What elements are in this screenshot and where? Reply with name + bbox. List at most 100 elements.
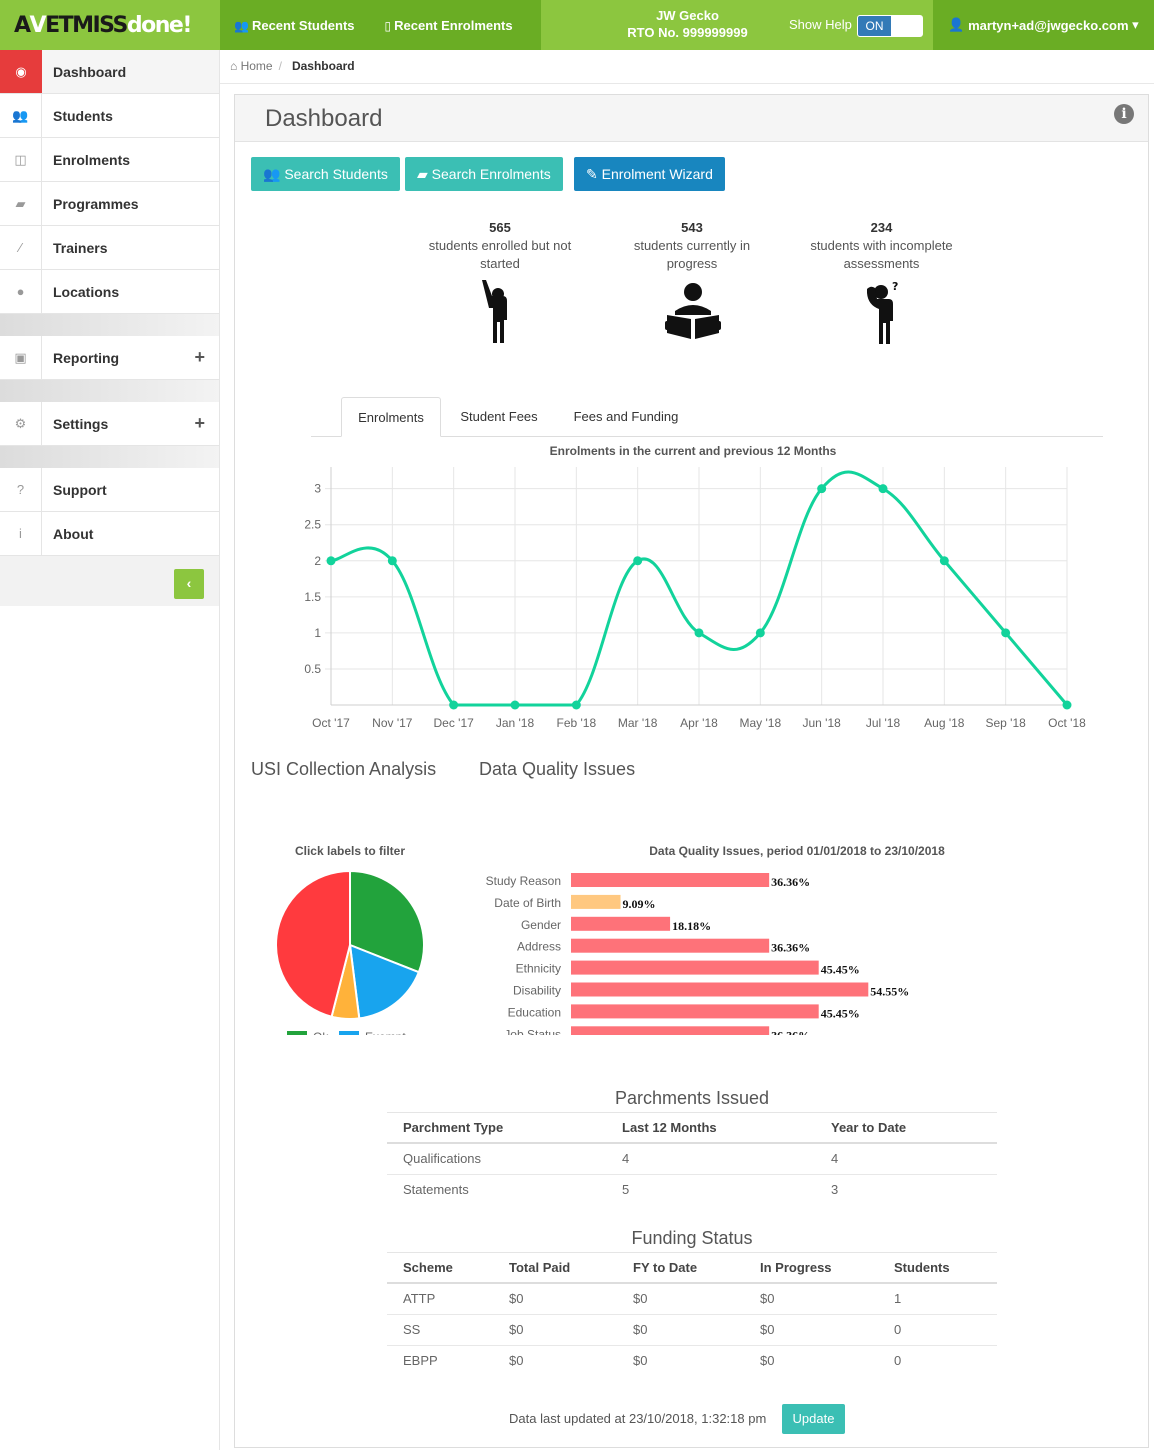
x-tick-label: Apr '18 (680, 716, 718, 730)
breadcrumb-home[interactable]: Home (240, 59, 273, 73)
sidebar-item-dashboard[interactable]: ◉ Dashboard (0, 50, 219, 94)
recent-students-link[interactable]: 👥 Recent Students (234, 17, 355, 33)
funding-table-section: Funding Status Scheme Total Paid FY to D… (387, 1223, 997, 1376)
svg-text:?: ? (892, 280, 898, 293)
sidebar-item-enrolments[interactable]: ◫ Enrolments (0, 138, 219, 182)
table-cell: 5 (606, 1173, 815, 1205)
breadcrumb-current: Dashboard (291, 59, 355, 73)
data-point (817, 484, 827, 494)
column-header: Total Paid (493, 1253, 617, 1284)
sidebar-item-locations[interactable]: ● Locations (0, 270, 219, 314)
sidebar-item-students[interactable]: 👥 Students (0, 94, 219, 138)
table-cell: 0 (878, 1313, 997, 1345)
collapse-sidebar-button[interactable]: ‹ (174, 569, 204, 599)
sidebar-divider (0, 380, 219, 402)
panel-header: Dashboard i (235, 95, 1148, 142)
data-point (1001, 628, 1011, 638)
bar (571, 960, 819, 975)
data-point (510, 700, 520, 710)
tab-enrolments[interactable]: Enrolments (341, 397, 441, 437)
expand-plus-icon[interactable]: + (194, 347, 205, 367)
x-tick-label: Jun '18 (803, 716, 842, 730)
legend-swatch (287, 1031, 307, 1035)
y-tick-label: 3 (314, 482, 321, 496)
info-icon[interactable]: i (1114, 104, 1134, 124)
bar (571, 1026, 770, 1035)
sidebar-divider (0, 446, 219, 468)
table-cell: Qualifications (387, 1142, 606, 1174)
bar-category-label: Disability (513, 984, 561, 998)
pie-title: Click labels to filter (295, 844, 405, 858)
sidebar-item-about[interactable]: i About (0, 512, 219, 556)
y-tick-label: 2.5 (304, 518, 321, 532)
rto-number: RTO No. 999999999 (627, 25, 748, 40)
bar-value-label: 36.36% (771, 875, 810, 889)
table-header-row: Scheme Total Paid FY to Date In Progress… (387, 1253, 997, 1284)
update-button[interactable]: Update (782, 1404, 845, 1434)
legend-label: Ok (313, 1030, 329, 1035)
bar-category-label: Address (517, 940, 561, 954)
gear-icon: ⚙ (0, 402, 42, 445)
table-row: SS $0 $0 $0 0 (387, 1313, 997, 1345)
sidebar-item-support[interactable]: ? Support (0, 468, 219, 512)
enrolment-wizard-button[interactable]: ✎ Enrolment Wizard (574, 157, 725, 191)
book-icon: ▰ (417, 166, 432, 182)
table-row: Statements 5 3 (387, 1173, 997, 1205)
bar-value-label: 45.45% (821, 1006, 860, 1020)
x-tick-label: Aug '18 (924, 716, 965, 730)
person-confused-icon: ? (867, 280, 898, 344)
table-cell: 4 (606, 1142, 815, 1174)
map-marker-icon: ● (0, 270, 42, 313)
enrolments-line-chart: Enrolments in the current and previous 1… (304, 444, 1086, 730)
x-tick-label: Feb '18 (557, 716, 597, 730)
table-cell: 0 (878, 1344, 997, 1376)
recent-enrolments-link[interactable]: ▯ Recent Enrolments (384, 17, 513, 33)
pie-slice (349, 869, 425, 974)
table-cell: $0 (493, 1282, 617, 1314)
expand-plus-icon[interactable]: + (194, 413, 205, 433)
stat-label: students currently in progress (633, 238, 751, 271)
table-cell: $0 (493, 1313, 617, 1345)
search-enrolments-button[interactable]: ▰ Search Enrolments (405, 157, 563, 191)
table-cell: $0 (744, 1344, 878, 1376)
user-menu[interactable]: 👤 martyn+ad@jwgecko.com ▾ (933, 0, 1154, 50)
bar (571, 873, 770, 887)
chart-title: Enrolments in the current and previous 1… (550, 444, 837, 458)
home-icon: ⌂ (230, 59, 238, 73)
bar (571, 894, 621, 909)
table-cell: $0 (744, 1282, 878, 1314)
table-cell: SS (387, 1313, 493, 1345)
stat-label: students with incomplete assessments (810, 238, 953, 271)
data-quality-bar-chart: Data Quality Issues, period 01/01/2018 t… (486, 844, 945, 1035)
x-tick-label: Jan '18 (496, 716, 535, 730)
bar-category-label: Ethnicity (516, 962, 561, 976)
tab-student-fees[interactable]: Student Fees (460, 409, 538, 424)
table-cell: $0 (617, 1282, 744, 1314)
person-raising-hand-icon (482, 280, 507, 343)
funding-title: Funding Status (387, 1223, 997, 1253)
y-tick-label: 0.5 (304, 662, 321, 676)
y-tick-label: 1.5 (304, 590, 321, 604)
bar-category-label: Education (508, 1005, 561, 1019)
search-students-button[interactable]: 👥 Search Students (251, 157, 400, 191)
data-point (755, 628, 765, 638)
y-tick-label: 1 (314, 626, 321, 640)
data-point (694, 628, 704, 638)
columns-icon: ▯ (384, 18, 392, 33)
table-cell: 1 (878, 1282, 997, 1314)
table-row: EBPP $0 $0 $0 0 (387, 1344, 997, 1376)
column-header: In Progress (744, 1253, 878, 1284)
rto-info: JW Gecko RTO No. 999999999 (600, 7, 775, 41)
sidebar-item-reporting[interactable]: ▣ Reporting + (0, 336, 219, 380)
column-header: Last 12 Months (606, 1113, 815, 1144)
data-point (633, 556, 643, 566)
column-header: Scheme (387, 1253, 493, 1284)
app-logo[interactable]: A V ETMISS done! (14, 12, 192, 38)
parchments-title: Parchments Issued (387, 1083, 997, 1113)
show-help-toggle[interactable]: ON (857, 15, 923, 37)
sidebar-item-settings[interactable]: ⚙ Settings + (0, 402, 219, 446)
tab-fees-and-funding[interactable]: Fees and Funding (573, 409, 679, 424)
sidebar-item-trainers[interactable]: ⁄ Trainers (0, 226, 219, 270)
sidebar-item-programmes[interactable]: ▰ Programmes (0, 182, 219, 226)
bar-category-label: Study Reason (486, 874, 561, 888)
